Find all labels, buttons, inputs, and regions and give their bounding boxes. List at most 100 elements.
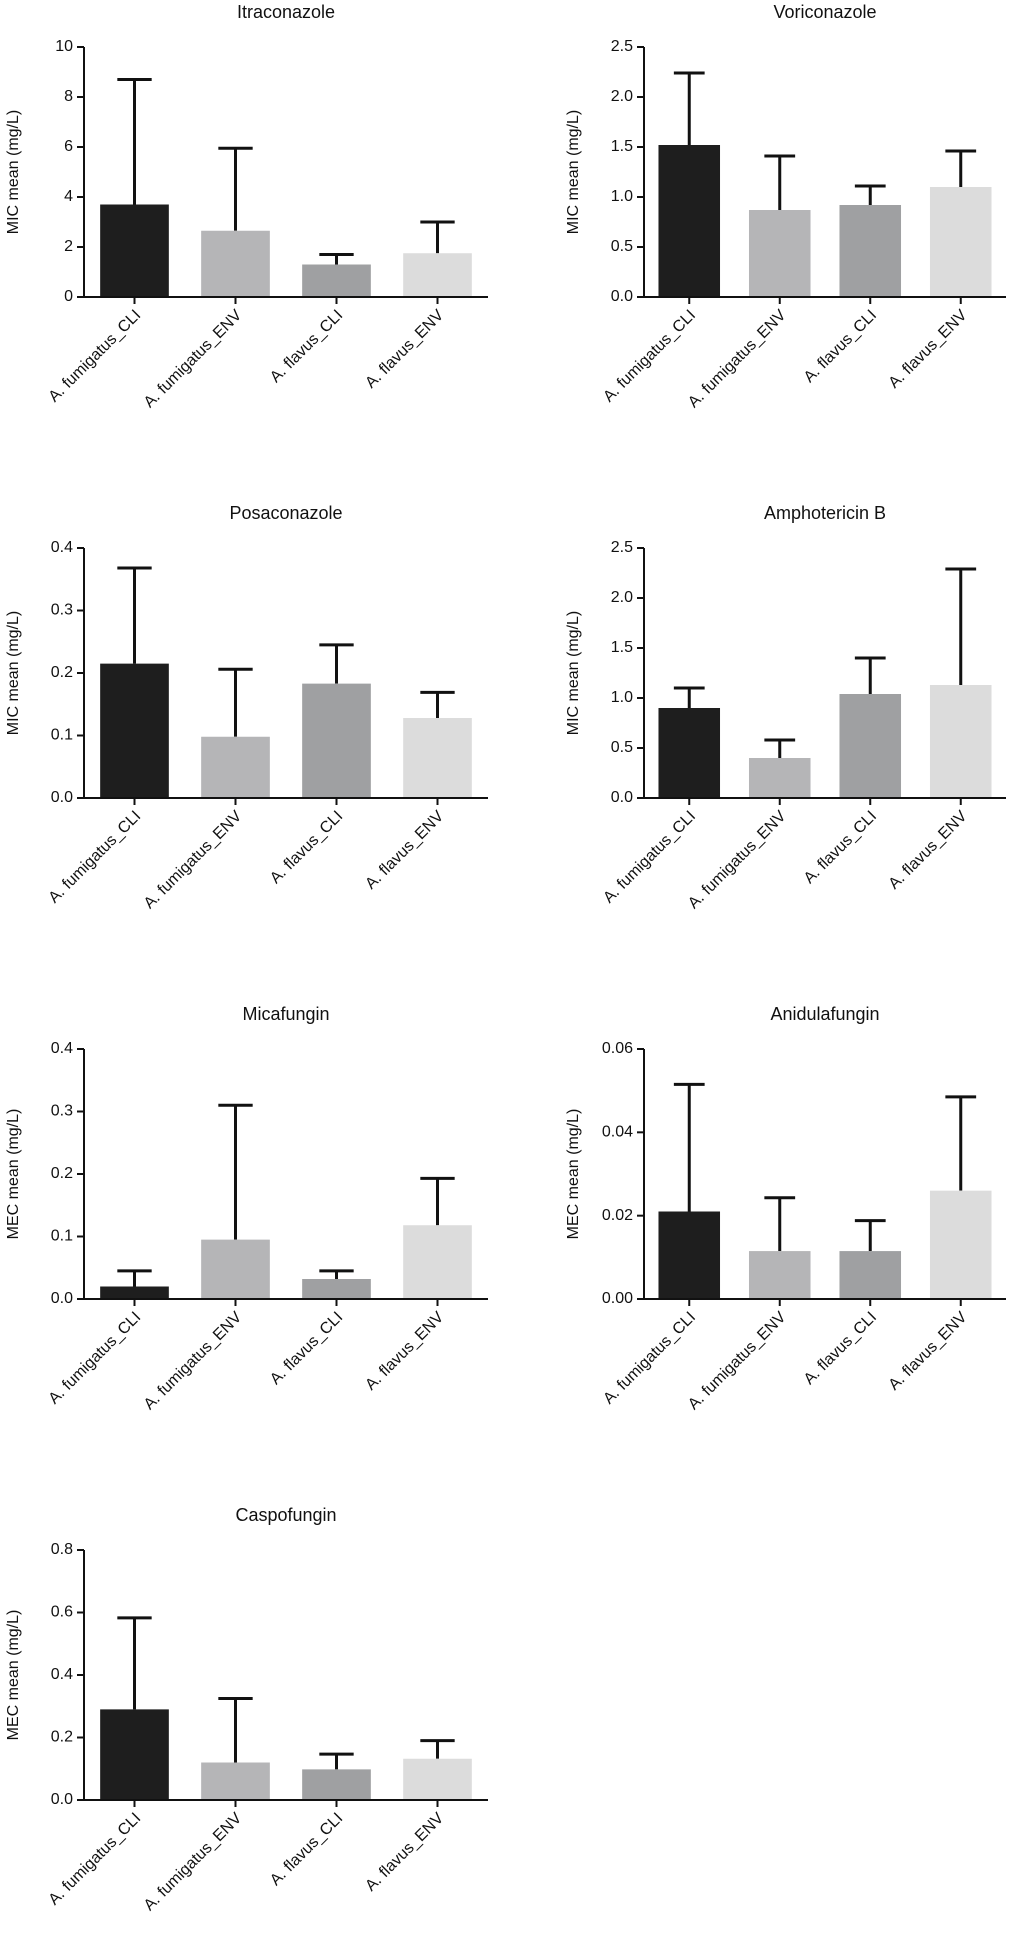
y-axis-label: MIC mean (mg/L) [565,611,582,735]
x-tick-label: A. fumigatus_ENV [141,1309,246,1414]
chart-panel: Voriconazole MIC mean (mg/L) 0.0 0.5 1.0 1.5 2… [565,2,1006,412]
x-tick-label: A. fumigatus_CLI [46,1810,145,1909]
y-axis-label: MIC mean (mg/L) [565,110,582,234]
y-tick-label: 0.04 [602,1124,633,1141]
x-tick-label: A. fumigatus_ENV [141,307,246,412]
bar [100,1286,169,1299]
x-tick-label: A. fumigatus_ENV [685,808,790,913]
chart-title: Voriconazole [773,2,876,22]
chart-panel: Amphotericin B MIC mean (mg/L) 0.0 0.5 1.0 1.… [565,503,1006,913]
x-tick-label: A. fumigatus_CLI [600,307,699,406]
y-tick-label: 0.2 [51,1729,73,1746]
x-tick-label: A. flavus_CLI [801,808,880,887]
bar [748,758,811,798]
x-tick-label: A. fumigatus_ENV [141,808,246,913]
x-tick-label: A. flavus_ENV [362,1309,447,1394]
bar [201,1762,270,1800]
x-tick-label: A. fumigatus_ENV [685,1309,790,1414]
bar [201,736,270,798]
x-tick-label: A. flavus_CLI [801,1309,880,1388]
bar [658,1211,721,1299]
x-tick-label: A. fumigatus_CLI [600,1309,699,1408]
y-axis-label: MIC mean (mg/L) [5,110,22,234]
chart-title: Itraconazole [237,2,335,22]
y-tick-label: 0.1 [51,1228,73,1245]
y-tick-label: 0.0 [51,1791,73,1808]
y-tick-label: 0.06 [602,1040,633,1057]
y-axis-label: MEC mean (mg/L) [5,1610,22,1741]
y-tick-label: 0.2 [51,1165,73,1182]
x-tick-label: A. flavus_CLI [267,1309,346,1388]
x-tick-label: A. flavus_ENV [362,307,447,392]
bar [929,685,992,798]
chart-panel: Posaconazole MIC mean (mg/L) 0.0 0.1 0.2 0.3 0… [5,503,488,913]
y-tick-label: 0.0 [51,789,73,806]
bar [100,663,169,798]
x-tick-label: A. fumigatus_ENV [685,307,790,412]
x-tick-label: A. flavus_CLI [801,307,880,386]
chart-title: Micafungin [242,1004,329,1024]
y-tick-label: 8 [64,88,73,105]
y-tick-label: 0.3 [51,602,73,619]
bar [658,708,721,798]
y-tick-label: 0.1 [51,727,73,744]
y-tick-label: 0.02 [602,1207,633,1224]
y-tick-label: 2.0 [611,88,633,105]
bar [929,187,992,297]
x-tick-label: A. fumigatus_CLI [600,808,699,907]
y-tick-label: 0.4 [51,1666,73,1683]
x-tick-label: A. flavus_CLI [267,307,346,386]
y-tick-label: 0.5 [611,739,633,756]
y-tick-label: 0.4 [51,539,73,556]
bar [839,694,902,798]
chart-panel: Anidulafungin MEC mean (mg/L) 0.00 0.02 0.04… [565,1004,1006,1414]
bar [839,205,902,297]
y-tick-label: 1.5 [611,639,633,656]
y-tick-label: 0.0 [51,1290,73,1307]
x-tick-label: A. flavus_ENV [362,808,447,893]
y-tick-label: 6 [64,138,73,155]
x-tick-label: A. flavus_CLI [267,808,346,887]
y-tick-label: 10 [55,38,73,55]
chart-panel: Caspofungin MEC mean (mg/L) 0.0 0.2 0.4 0.6 0.… [5,1505,488,1915]
y-axis-label: MEC mean (mg/L) [565,1109,582,1240]
chart-title: Anidulafungin [770,1004,879,1024]
y-axis-label: MEC mean (mg/L) [5,1109,22,1240]
chart-title: Caspofungin [235,1505,336,1525]
bar [403,253,472,297]
bar [839,1251,902,1299]
y-tick-label: 0.00 [602,1290,633,1307]
bar [403,1225,472,1299]
x-tick-label: A. fumigatus_CLI [46,307,145,406]
x-tick-label: A. fumigatus_ENV [141,1810,246,1915]
y-tick-label: 2.0 [611,589,633,606]
y-tick-label: 0.0 [611,288,633,305]
bar [403,718,472,798]
bar [302,683,371,798]
chart-title: Posaconazole [229,503,342,523]
bar [748,1251,811,1299]
y-tick-label: 1.0 [611,188,633,205]
bar [302,1279,371,1299]
bar [658,145,721,297]
y-tick-label: 0.6 [51,1604,73,1621]
x-tick-label: A. fumigatus_CLI [46,808,145,907]
x-tick-label: A. fumigatus_CLI [46,1309,145,1408]
chart-panel: Micafungin MEC mean (mg/L) 0.0 0.1 0.2 0.3 0.4… [5,1004,488,1414]
y-tick-label: 0 [64,288,73,305]
bar [302,264,371,297]
bar [929,1190,992,1299]
x-tick-label: A. flavus_ENV [886,808,971,893]
y-tick-label: 0.4 [51,1040,73,1057]
y-tick-label: 1.0 [611,689,633,706]
x-tick-label: A. flavus_CLI [267,1810,346,1889]
bar [201,230,270,297]
y-tick-label: 0.8 [51,1541,73,1558]
x-tick-label: A. flavus_ENV [886,307,971,392]
y-tick-label: 1.5 [611,138,633,155]
y-axis-label: MIC mean (mg/L) [5,611,22,735]
bar [100,204,169,297]
bar [302,1769,371,1800]
chart-title: Amphotericin B [764,503,886,523]
